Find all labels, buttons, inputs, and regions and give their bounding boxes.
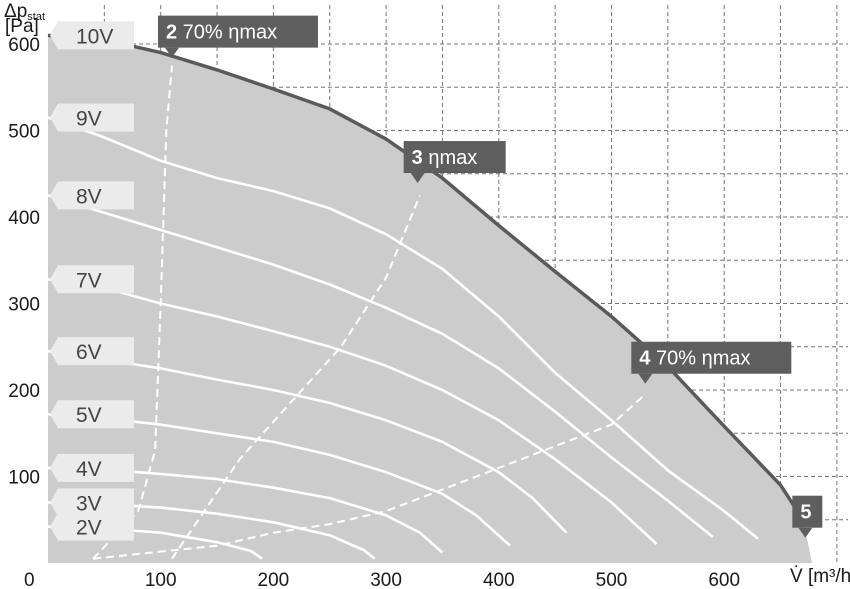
fan-curve-6V	[47, 349, 568, 534]
voltage-tag-3V: 3V	[76, 492, 102, 515]
point-label-box	[403, 141, 506, 174]
y-tick-label: 500	[8, 122, 40, 143]
y-tick-label: 400	[8, 208, 40, 229]
efficiency-line-4	[92, 393, 646, 560]
point-label-number: 5	[800, 502, 811, 524]
point-label-number: 2	[166, 22, 177, 44]
voltage-tag-bg	[50, 488, 134, 517]
point-label-number: 4	[639, 348, 651, 370]
operating-area	[48, 35, 813, 563]
voltage-tag-5V: 5V	[76, 404, 102, 427]
point-labels: 2 70% ηmax 3 ηmax 4 70% ηmax 5	[157, 15, 823, 538]
voltage-tag-bg	[50, 265, 134, 294]
point-label-pointer	[410, 173, 425, 184]
point-label-box	[157, 15, 318, 48]
voltage-tag-7V: 7V	[76, 269, 102, 292]
y-axis-unit: [Pa]	[5, 16, 39, 37]
voltage-tag-bg	[50, 181, 134, 210]
voltage-tag-bg	[50, 453, 134, 482]
point-label-pointer	[798, 527, 813, 538]
operating-area-fill	[48, 35, 813, 563]
voltage-tag-4V: 4V	[76, 458, 102, 481]
voltage-tag-bg	[50, 512, 134, 541]
axes: Δpstat [Pa] V̇ [m³/h] 0 100 200 300 400 500 60…	[4, 1, 850, 589]
x-tick-label: 300	[370, 570, 402, 589]
y-tick-label: 100	[8, 468, 40, 489]
voltage-tag-bg	[50, 21, 134, 50]
point-label-box	[631, 341, 792, 374]
point-label-2: 2 70% ηmax	[166, 22, 277, 44]
voltage-tag-9V: 9V	[76, 108, 102, 131]
point-label-text: ηmax	[423, 147, 477, 169]
point-label-box	[792, 495, 823, 528]
y-axis-label-sub: stat	[27, 11, 45, 23]
y-axis-label: Δpstat	[4, 1, 45, 23]
y-axis-label-main: Δp	[4, 1, 27, 22]
y-tick-label: 200	[8, 381, 40, 402]
x-tick-label: 400	[483, 570, 515, 589]
voltage-tag-bg	[50, 337, 134, 366]
point-label-5: 5	[800, 502, 811, 524]
voltage-tag-8V: 8V	[76, 185, 102, 208]
point-label-4: 4 70% ηmax	[639, 348, 750, 370]
voltage-tag-2V: 2V	[76, 517, 102, 540]
x-axis-label: V̇ [m³/h]	[790, 566, 850, 587]
point-label-pointer	[164, 47, 179, 58]
x-tick-label: 600	[708, 570, 740, 589]
x-tick-label: 500	[596, 570, 628, 589]
point-label-pointer	[638, 373, 653, 384]
efficiency-line-3	[171, 195, 421, 560]
y-tick-label: 600	[8, 35, 40, 56]
point-label-text: 70% ηmax	[177, 22, 277, 44]
fan-curve-8V	[47, 194, 714, 539]
point-label-number: 3	[412, 147, 423, 169]
x-tick-label: 200	[258, 570, 290, 589]
voltage-tag-10V: 10V	[76, 25, 113, 48]
voltage-tag-6V: 6V	[76, 341, 102, 364]
fan-curve-7V	[47, 278, 658, 545]
fan-curve-9V	[47, 116, 759, 540]
point-label-text: 70% ηmax	[650, 348, 750, 370]
x-tick-label: 0	[24, 570, 35, 589]
fan-curve-10V	[47, 33, 805, 521]
voltage-tag-bg	[50, 103, 134, 132]
voltage-tag-bg	[50, 400, 134, 429]
point-label-3: 3 ηmax	[412, 147, 478, 169]
y-tick-label: 300	[8, 295, 40, 316]
x-tick-label: 100	[145, 570, 177, 589]
fan-curves	[47, 33, 805, 560]
